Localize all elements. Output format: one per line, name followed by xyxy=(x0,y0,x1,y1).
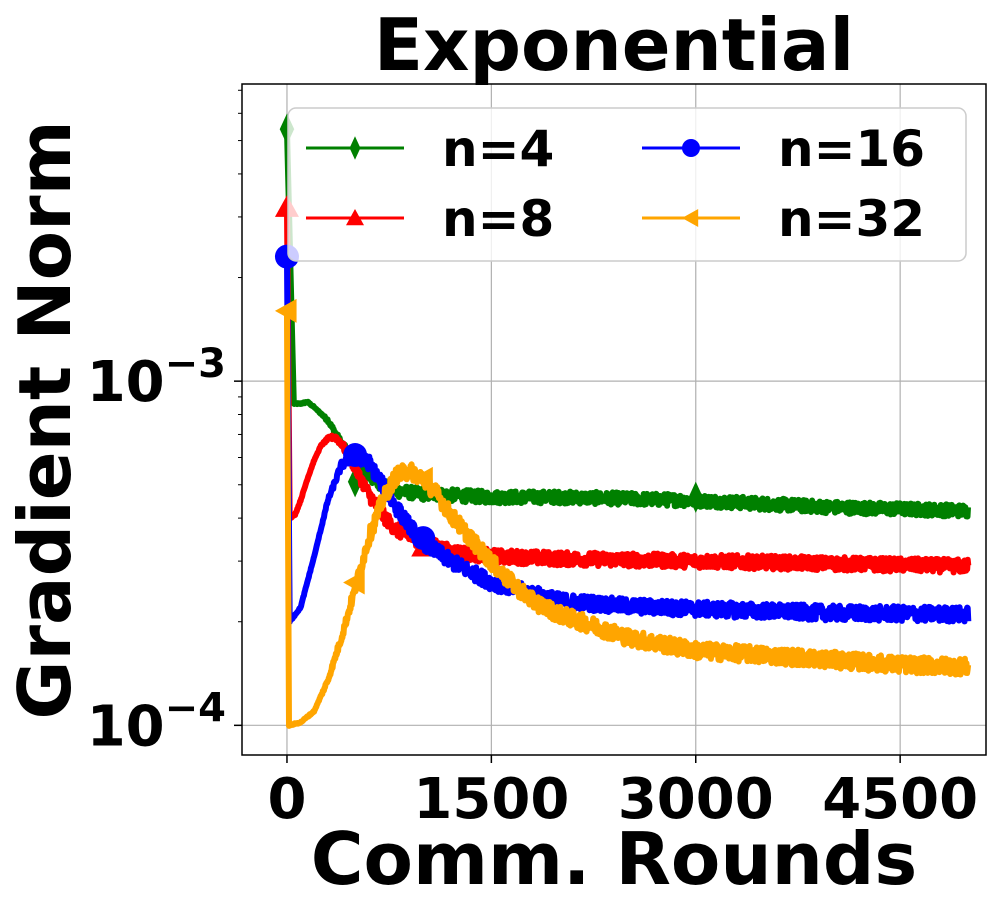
legend-item: n=32 xyxy=(642,190,925,248)
legend-label: n=4 xyxy=(442,120,554,178)
series-marker xyxy=(688,481,703,513)
legend-marker xyxy=(346,209,364,226)
series-lines xyxy=(274,113,972,729)
x-tick-label: 0 xyxy=(267,767,306,832)
series-marker xyxy=(274,298,297,323)
legend-marker xyxy=(349,136,361,160)
series-n=16 xyxy=(274,244,972,625)
series-line xyxy=(283,310,972,729)
legend-item: n=8 xyxy=(306,190,554,248)
legend-marker xyxy=(682,209,699,227)
y-tick-label: 10−3 xyxy=(87,341,226,415)
series-line xyxy=(283,128,971,520)
legend-marker xyxy=(682,139,700,157)
series-marker xyxy=(343,443,368,468)
x-tick-label: 3000 xyxy=(618,767,774,832)
legend-label: n=8 xyxy=(442,190,554,248)
legend-item: n=4 xyxy=(306,120,554,178)
x-tick-label: 4500 xyxy=(822,767,978,832)
legend-label: n=32 xyxy=(778,190,925,248)
series-n=32 xyxy=(274,298,972,729)
legend: n=4 n=8 n=16 n=32 xyxy=(287,107,967,262)
y-tick-label: 10−4 xyxy=(87,685,226,759)
y-axis-label: Gradient Norm xyxy=(3,120,87,719)
x-axis-label: Comm. Rounds xyxy=(311,817,918,901)
legend-label: n=16 xyxy=(778,120,925,178)
plot-frame xyxy=(241,83,987,756)
series-marker xyxy=(411,526,436,551)
series-line xyxy=(283,207,972,576)
legend-box xyxy=(287,107,967,262)
legend-item: n=16 xyxy=(642,120,925,178)
series-marker xyxy=(343,570,365,595)
chart-title: Exponential xyxy=(374,3,854,87)
series-marker xyxy=(411,466,433,491)
series-line xyxy=(283,256,972,625)
x-tick-label: 1500 xyxy=(413,767,569,832)
axis-ticks: 0 1500 3000 4500 10−4 10−3 xyxy=(87,89,978,832)
